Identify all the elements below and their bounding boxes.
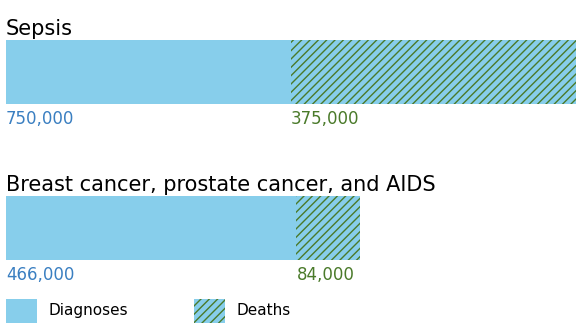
- Text: 750,000: 750,000: [6, 110, 74, 127]
- Text: Diagnoses: Diagnoses: [49, 303, 128, 318]
- Text: 466,000: 466,000: [6, 266, 74, 284]
- Text: Breast cancer, prostate cancer, and AIDS: Breast cancer, prostate cancer, and AIDS: [6, 175, 436, 195]
- Bar: [6, 299, 37, 322]
- Bar: [194, 299, 225, 322]
- Bar: [291, 40, 576, 104]
- Text: 375,000: 375,000: [291, 110, 359, 127]
- Text: Sepsis: Sepsis: [6, 19, 73, 39]
- Text: Deaths: Deaths: [237, 303, 291, 318]
- Text: 84,000: 84,000: [296, 266, 354, 284]
- Bar: [296, 196, 360, 260]
- Bar: [6, 40, 576, 104]
- Bar: [6, 196, 360, 260]
